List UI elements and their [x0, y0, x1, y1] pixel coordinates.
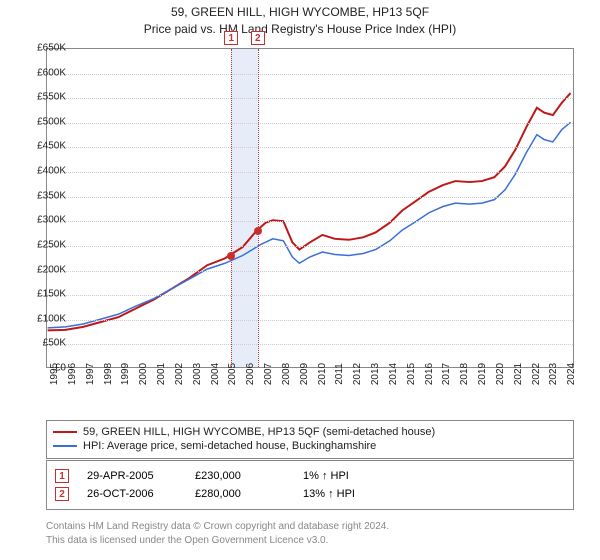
y-tick-label: £500K [37, 116, 66, 127]
event-date: 26-OCT-2006 [87, 488, 177, 500]
gridline [47, 74, 573, 75]
title-block: 59, GREEN HILL, HIGH WYCOMBE, HP13 5QF P… [0, 0, 600, 38]
x-tick-label: 2004 [210, 363, 221, 385]
event-guideline [258, 49, 259, 367]
x-tick-label: 2021 [513, 363, 524, 385]
x-tick-label: 1998 [103, 363, 114, 385]
x-tick-label: 2007 [263, 363, 274, 385]
footer-line: This data is licensed under the Open Gov… [46, 534, 574, 548]
x-tick-label: 2019 [477, 363, 488, 385]
gridline [47, 123, 573, 124]
gridline [47, 295, 573, 296]
x-tick-label: 2012 [352, 363, 363, 385]
x-tick-label: 2017 [441, 363, 452, 385]
x-tick-label: 2023 [548, 363, 559, 385]
y-tick-label: £550K [37, 92, 66, 103]
x-tick-label: 2003 [192, 363, 203, 385]
x-tick-label: 2002 [174, 363, 185, 385]
footer-line: Contains HM Land Registry data © Crown c… [46, 520, 574, 534]
event-point [227, 252, 235, 260]
gridline [47, 271, 573, 272]
x-tick-label: 2008 [281, 363, 292, 385]
legend-swatch [53, 431, 77, 433]
gridline [47, 246, 573, 247]
event-badge: 1 [55, 469, 69, 483]
title-subtitle: Price paid vs. HM Land Registry's House … [0, 21, 600, 38]
title-address: 59, GREEN HILL, HIGH WYCOMBE, HP13 5QF [0, 4, 600, 21]
y-tick-label: £50K [43, 338, 66, 349]
y-tick-label: £150K [37, 289, 66, 300]
legend-label: 59, GREEN HILL, HIGH WYCOMBE, HP13 5QF (… [83, 425, 435, 439]
x-tick-label: 2013 [370, 363, 381, 385]
y-tick-label: £100K [37, 313, 66, 324]
legend-swatch [53, 445, 77, 447]
gridline [47, 147, 573, 148]
gridline [47, 172, 573, 173]
x-tick-label: 1995 [49, 363, 60, 385]
y-tick-label: £400K [37, 166, 66, 177]
event-badge: 2 [55, 487, 69, 501]
x-tick-label: 2024 [566, 363, 577, 385]
y-tick-label: £250K [37, 239, 66, 250]
event-price: £230,000 [195, 470, 285, 482]
legend-row-hpi: HPI: Average price, semi-detached house,… [53, 439, 567, 453]
y-tick-label: £650K [37, 43, 66, 54]
x-tick-label: 2015 [406, 363, 417, 385]
y-tick-label: £350K [37, 190, 66, 201]
gridline [47, 320, 573, 321]
y-tick-label: £600K [37, 67, 66, 78]
chart-container: 59, GREEN HILL, HIGH WYCOMBE, HP13 5QF P… [0, 0, 600, 560]
x-tick-label: 2006 [245, 363, 256, 385]
event-point [254, 227, 262, 235]
plot-area: 12 [46, 48, 574, 368]
footer: Contains HM Land Registry data © Crown c… [46, 520, 574, 547]
x-tick-label: 2010 [317, 363, 328, 385]
events-table: 1 29-APR-2005 £230,000 1% ↑ HPI 2 26-OCT… [46, 460, 574, 510]
x-tick-label: 2022 [531, 363, 542, 385]
x-tick-label: 1996 [67, 363, 78, 385]
gridline [47, 221, 573, 222]
y-tick-label: £450K [37, 141, 66, 152]
gridline [47, 344, 573, 345]
event-delta: 1% ↑ HPI [303, 470, 393, 482]
y-tick-label: £200K [37, 264, 66, 275]
series-hpi [48, 122, 571, 328]
event-guideline [231, 49, 232, 367]
event-row: 2 26-OCT-2006 £280,000 13% ↑ HPI [55, 485, 565, 503]
x-tick-label: 2011 [334, 363, 345, 385]
chart-area: 12 [46, 48, 574, 368]
x-tick-label: 2018 [459, 363, 470, 385]
legend: 59, GREEN HILL, HIGH WYCOMBE, HP13 5QF (… [46, 420, 574, 459]
legend-label: HPI: Average price, semi-detached house,… [83, 439, 376, 453]
event-price: £280,000 [195, 488, 285, 500]
y-tick-label: £300K [37, 215, 66, 226]
x-tick-label: 2016 [424, 363, 435, 385]
x-tick-label: 1997 [85, 363, 96, 385]
x-tick-label: 1999 [120, 363, 131, 385]
event-row: 1 29-APR-2005 £230,000 1% ↑ HPI [55, 467, 565, 485]
event-marker-badge: 1 [224, 31, 238, 45]
x-tick-label: 2014 [388, 363, 399, 385]
event-delta: 13% ↑ HPI [303, 488, 393, 500]
legend-row-property: 59, GREEN HILL, HIGH WYCOMBE, HP13 5QF (… [53, 425, 567, 439]
event-marker-badge: 2 [251, 31, 265, 45]
x-tick-label: 2009 [299, 363, 310, 385]
x-tick-label: 2005 [227, 363, 238, 385]
x-tick-label: 2000 [138, 363, 149, 385]
x-tick-label: 2001 [156, 363, 167, 385]
x-tick-label: 2020 [495, 363, 506, 385]
gridline [47, 98, 573, 99]
gridline [47, 197, 573, 198]
event-date: 29-APR-2005 [87, 470, 177, 482]
